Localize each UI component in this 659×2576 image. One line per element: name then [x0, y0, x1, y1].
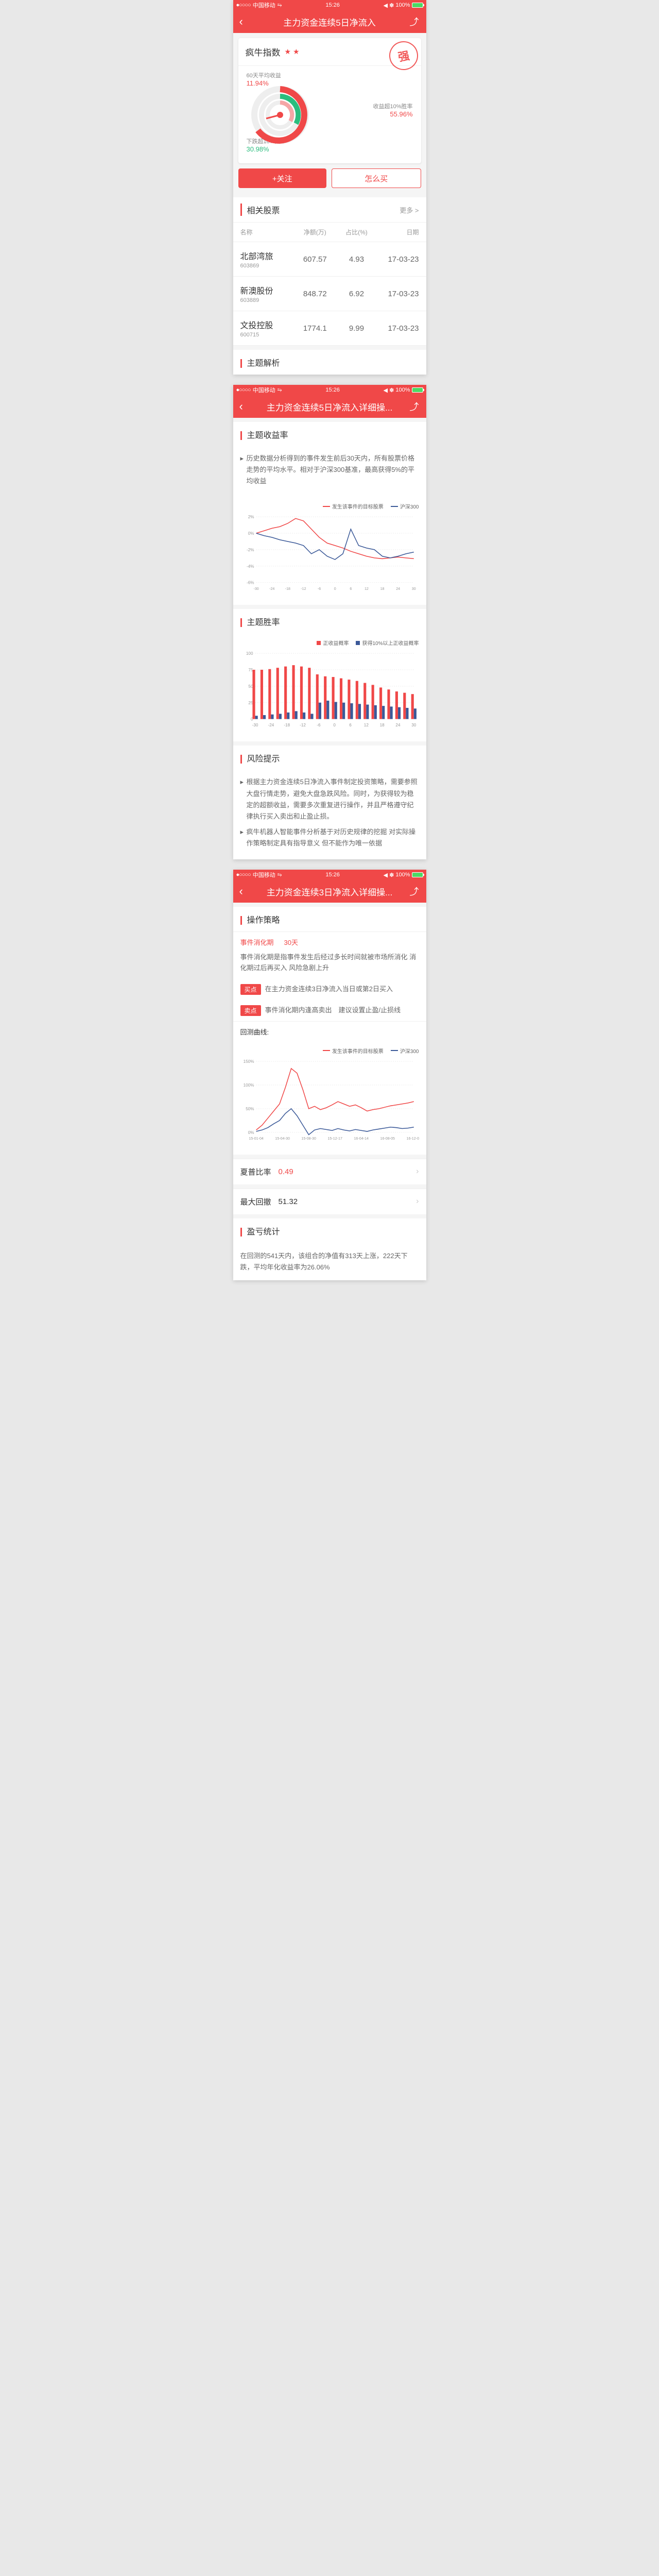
svg-text:15-04-30: 15-04-30	[275, 1137, 290, 1141]
analysis-title: 主题解析	[240, 359, 280, 368]
svg-text:-6: -6	[317, 587, 320, 591]
svg-text:0: 0	[333, 723, 336, 727]
related-stocks-title: 相关股票	[240, 204, 280, 216]
svg-text:0%: 0%	[248, 531, 254, 536]
svg-text:12: 12	[364, 587, 368, 591]
svg-text:0: 0	[334, 587, 336, 591]
nav-bar: ‹ 主力资金连续5日净流入 ⤴	[233, 10, 426, 33]
digest-days: 30天	[284, 937, 298, 947]
pnl-title: 盈亏统计	[240, 1228, 280, 1236]
svg-text:24: 24	[396, 587, 400, 591]
svg-text:16-12-02: 16-12-02	[406, 1137, 419, 1141]
back-icon[interactable]: ‹	[239, 400, 250, 413]
strategy-title: 操作策略	[240, 916, 280, 925]
svg-text:-24: -24	[268, 723, 274, 727]
status-bar: ●○○○○中国移动⥱ 15:26 ◀✽100%	[233, 870, 426, 880]
svg-text:18: 18	[379, 723, 385, 727]
chevron-right-icon: ›	[416, 1167, 419, 1176]
chart-legend: 正收益概率 获得10%以上正收益概率	[240, 639, 419, 647]
buy-text: 在主力资金连续3日净流入当日或第2日买入	[265, 984, 393, 995]
risk-title: 风险提示	[240, 755, 280, 764]
table-row[interactable]: 新澳股份603889 848.72 6.92 17-03-23	[233, 277, 426, 311]
svg-text:12: 12	[363, 723, 369, 727]
svg-text:2%: 2%	[248, 515, 254, 519]
table-row[interactable]: 北部湾旅603869 607.57 4.93 17-03-23	[233, 242, 426, 277]
chevron-right-icon: ›	[416, 1197, 419, 1206]
svg-text:15-08-30: 15-08-30	[301, 1137, 316, 1141]
more-link[interactable]: 更多 >	[400, 205, 419, 215]
table-header: 名称 净额(万) 占比(%) 日期	[233, 222, 426, 242]
backtest-chart: 0% 50% 100% 150% 15-01-04 15-04-30 15-08-30 15-…	[240, 1059, 419, 1143]
share-icon[interactable]: ⤴	[410, 400, 420, 413]
gauge-chart	[247, 81, 314, 148]
risk-list: 根据主力资金连续5日净流入事件制定投资策略，需要参照大盘行情走势，避免大盘急跌风…	[233, 770, 426, 859]
chart-legend: 发生该事件的目标股票 沪深300	[240, 1047, 419, 1055]
follow-button[interactable]: +关注	[238, 168, 327, 188]
svg-text:15-01-04: 15-01-04	[249, 1137, 264, 1141]
digest-label: 事件消化期	[240, 937, 274, 947]
status-time: 15:26	[325, 2, 340, 8]
svg-text:18: 18	[380, 587, 384, 591]
svg-text:16-08-05: 16-08-05	[380, 1137, 395, 1141]
sharpe-row[interactable]: 夏普比率 0.49 ›	[233, 1159, 426, 1184]
table-row[interactable]: 文投控股600715 1774.1 9.99 17-03-23	[233, 311, 426, 346]
screen-detail-5d: ●○○○○中国移动⥱ 15:26 ◀✽100% ‹ 主力资金连续5日净流入详细操…	[233, 385, 426, 859]
svg-text:0%: 0%	[248, 1130, 254, 1135]
stat-winrate: 收益超10%胜率 55.96%	[373, 102, 412, 118]
share-icon[interactable]: ⤴	[410, 15, 420, 28]
svg-text:-4%: -4%	[247, 564, 254, 569]
sell-text: 事件消化期内逢高卖出 建议设置止盈/止损线	[265, 1005, 401, 1016]
svg-text:6: 6	[349, 723, 352, 727]
svg-text:30: 30	[411, 587, 415, 591]
svg-text:-18: -18	[285, 587, 290, 591]
svg-text:-30: -30	[253, 587, 258, 591]
svg-text:-2%: -2%	[247, 548, 254, 552]
pnl-text: 在回测的541天内，该组合的净值有313天上涨，222天下跌，平均年化收益率为2…	[240, 1252, 408, 1271]
svg-text:15-12-17: 15-12-17	[327, 1137, 342, 1141]
status-bar: ●○○○○中国移动⥱ 15:26 ◀✽100%	[233, 0, 426, 10]
yield-title: 主题收益率	[240, 431, 288, 440]
rating-stars: ★ ★	[285, 47, 300, 56]
winrate-chart: 0255075100-30-24-18-12-60612182430	[240, 651, 419, 730]
sell-tag: 卖点	[240, 1005, 261, 1016]
svg-text:-12: -12	[300, 723, 306, 727]
svg-text:150%: 150%	[243, 1059, 254, 1064]
svg-text:100: 100	[246, 652, 253, 656]
digest-desc: 事件消化期是指事件发生后经过多长时间就被市场所消化 消化期过后再买入 风险急剧上…	[240, 952, 419, 974]
svg-text:-12: -12	[301, 587, 306, 591]
svg-text:6: 6	[350, 587, 352, 591]
nav-bar: ‹ 主力资金连续3日净流入详细操... ⤴	[233, 880, 426, 903]
back-icon[interactable]: ‹	[239, 885, 250, 898]
svg-text:-24: -24	[269, 587, 274, 591]
svg-text:16-04-14: 16-04-14	[354, 1137, 369, 1141]
svg-text:24: 24	[395, 723, 401, 727]
yield-desc: 历史数据分析得到的事件发生前后30天内，所有股票价格走势的平均水平。相对于沪深3…	[233, 447, 426, 497]
page-title: 主力资金连续5日净流入详细操...	[250, 400, 410, 413]
status-bar: ●○○○○中国移动⥱ 15:26 ◀✽100%	[233, 385, 426, 395]
page-title: 主力资金连续3日净流入详细操...	[250, 885, 410, 898]
svg-text:100%: 100%	[243, 1083, 254, 1088]
svg-text:-18: -18	[284, 723, 290, 727]
drawdown-row[interactable]: 最大回撤 51.32 ›	[233, 1189, 426, 1214]
winrate-title: 主题胜率	[240, 618, 280, 627]
index-name: 疯牛指数	[246, 45, 281, 58]
svg-text:-6: -6	[317, 723, 321, 727]
yield-chart: -6% -4% -2% 0% 2% -30 -24 -18 -12 -6 0 6 12 18 24 30	[240, 514, 419, 593]
svg-text:-30: -30	[252, 723, 258, 727]
svg-text:30: 30	[411, 723, 417, 727]
buy-tag: 买点	[240, 984, 261, 995]
nav-bar: ‹ 主力资金连续5日净流入详细操... ⤴	[233, 395, 426, 418]
chart-legend: 发生该事件的目标股票 沪深300	[240, 502, 419, 510]
screen-detail-3d: ●○○○○中国移动⥱ 15:26 ◀✽100% ‹ 主力资金连续3日净流入详细操…	[233, 870, 426, 1280]
svg-text:-6%: -6%	[247, 581, 254, 585]
page-title: 主力资金连续5日净流入	[250, 15, 410, 28]
screen-overview: ●○○○○中国移动⥱ 15:26 ◀✽100% ‹ 主力资金连续5日净流入 ⤴ …	[233, 0, 426, 375]
share-icon[interactable]: ⤴	[410, 885, 420, 898]
back-icon[interactable]: ‹	[239, 15, 250, 28]
backtest-label: 回测曲线:	[240, 1027, 269, 1037]
svg-text:50%: 50%	[246, 1107, 254, 1111]
index-card: 疯牛指数 ★ ★ 强 60天平均收益 11.94% 收益超10%胜率 55.96…	[238, 38, 421, 163]
howbuy-button[interactable]: 怎么买	[332, 168, 421, 188]
